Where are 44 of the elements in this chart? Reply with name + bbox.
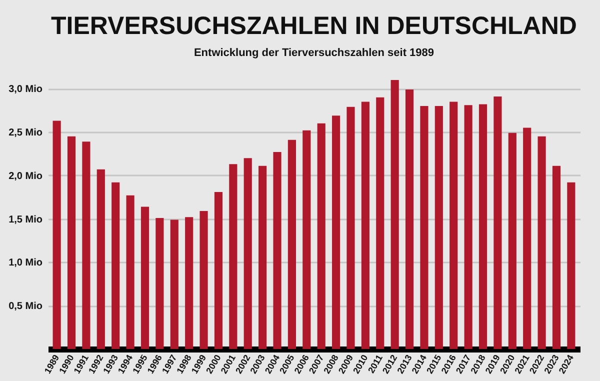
bar <box>434 106 443 349</box>
bar <box>170 220 178 349</box>
bar <box>229 164 238 349</box>
bar <box>376 97 384 349</box>
bar <box>273 152 282 349</box>
bar <box>390 80 399 349</box>
bar <box>244 158 252 349</box>
y-tick-label: 3,0 Mio <box>8 84 42 96</box>
y-tick-label: 2,5 Mio <box>8 128 42 139</box>
bar <box>346 106 355 349</box>
bar <box>156 218 164 349</box>
y-tick-label: 1,0 Mio <box>8 258 42 269</box>
y-tick-label: 2,0 Mio <box>8 170 42 182</box>
bar <box>508 132 516 349</box>
bar <box>52 120 61 349</box>
bar <box>112 182 120 349</box>
chart-title: TIERVERSUCHSZAHLEN IN DEUTSCHLAND <box>51 12 577 40</box>
bar <box>464 105 472 349</box>
bar <box>332 116 340 349</box>
y-tick-label: 0,5 Mio <box>8 301 42 312</box>
bar <box>96 169 105 349</box>
bar <box>258 166 267 349</box>
bar <box>494 96 502 349</box>
bar <box>361 102 370 349</box>
bar <box>538 136 546 349</box>
bar <box>67 136 76 349</box>
bar <box>288 140 296 349</box>
bar <box>126 195 134 349</box>
bar <box>200 211 208 349</box>
bar <box>567 182 576 349</box>
bar <box>552 166 561 349</box>
bar <box>82 142 90 349</box>
bar <box>523 128 532 349</box>
bar <box>302 130 311 349</box>
bar <box>317 123 326 349</box>
bar <box>420 106 428 349</box>
bar <box>450 102 458 349</box>
bar <box>478 104 488 349</box>
bar <box>185 217 194 349</box>
chart-subtitle: Entwicklung der Tierversuchszahlen seit 1989 <box>194 47 434 59</box>
bar <box>214 192 223 349</box>
y-tick-label: 1,5 Mio <box>8 214 42 226</box>
bar <box>405 90 414 349</box>
bar <box>140 206 150 349</box>
